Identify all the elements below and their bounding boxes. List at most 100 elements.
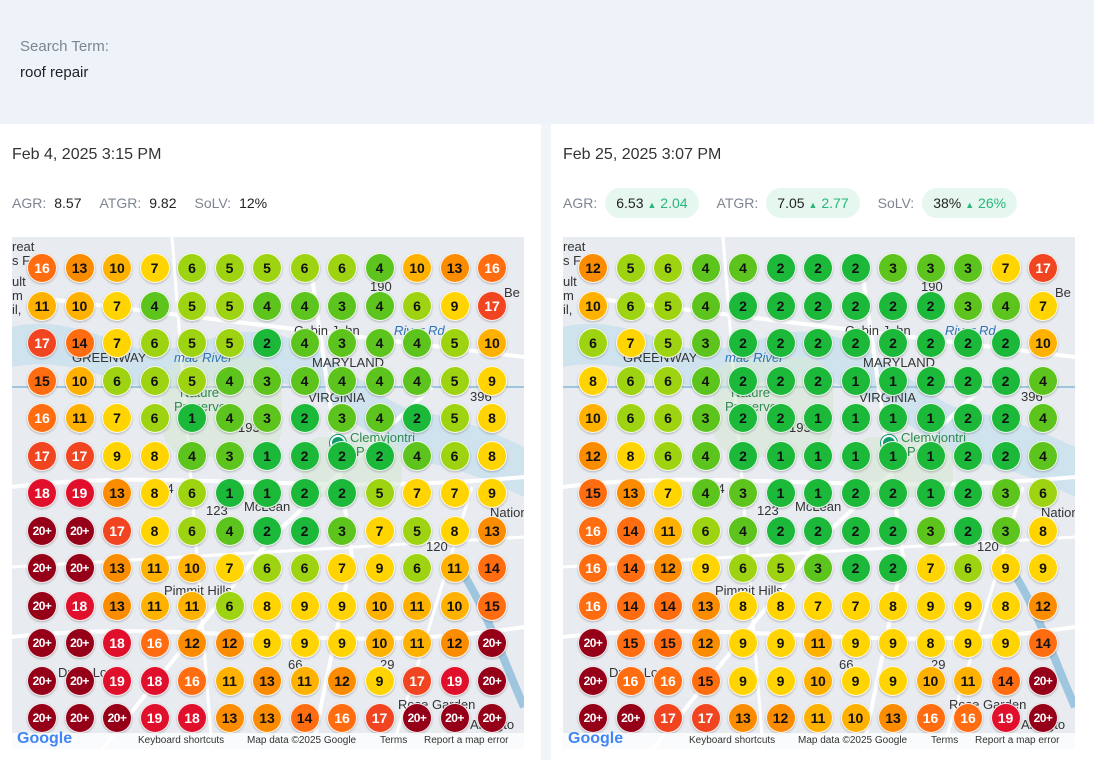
rank-marker[interactable]: 2	[765, 328, 796, 358]
rank-marker[interactable]: 7	[1028, 290, 1058, 321]
rank-marker[interactable]: 16	[578, 590, 608, 621]
rank-marker[interactable]: 8	[990, 590, 1021, 621]
rank-marker[interactable]: 1	[803, 403, 833, 433]
rank-marker[interactable]: 4	[139, 290, 170, 321]
rank-marker[interactable]: 17	[402, 665, 432, 696]
rank-marker[interactable]: 8	[915, 628, 946, 658]
rank-marker[interactable]: 7	[439, 478, 470, 508]
rank-marker[interactable]: 19	[139, 703, 170, 733]
rank-marker[interactable]: 5	[214, 290, 245, 321]
rank-marker[interactable]: 16	[27, 253, 57, 283]
rank-marker[interactable]: 4	[289, 328, 320, 358]
rank-marker[interactable]: 15	[690, 665, 721, 696]
rank-marker[interactable]: 7	[653, 478, 683, 508]
rank-marker[interactable]: 14	[653, 590, 683, 621]
rank-marker[interactable]: 20+	[64, 703, 95, 733]
rank-marker[interactable]: 9	[840, 665, 871, 696]
rank-marker[interactable]: 10	[1028, 328, 1058, 358]
rank-marker[interactable]: 8	[1028, 515, 1058, 546]
rank-marker[interactable]: 10	[915, 665, 946, 696]
rank-marker[interactable]: 11	[803, 703, 833, 733]
rank-marker[interactable]: 4	[364, 365, 395, 396]
rank-marker[interactable]: 14	[990, 665, 1021, 696]
rank-marker[interactable]: 7	[803, 590, 833, 621]
rank-marker[interactable]: 1	[878, 440, 908, 471]
rank-marker[interactable]: 2	[289, 403, 320, 433]
rank-marker[interactable]: 9	[878, 665, 908, 696]
rank-marker[interactable]: 20+	[27, 590, 57, 621]
rank-marker[interactable]: 2	[803, 253, 833, 283]
rank-marker[interactable]: 4	[289, 290, 320, 321]
rank-marker[interactable]: 6	[653, 403, 683, 433]
rank-marker[interactable]: 15	[477, 590, 507, 621]
rank-marker[interactable]: 11	[953, 665, 983, 696]
rank-marker[interactable]: 2	[728, 365, 758, 396]
rank-marker[interactable]: 4	[1028, 403, 1058, 433]
rank-marker[interactable]: 6	[252, 553, 282, 583]
rank-marker[interactable]: 1	[840, 440, 871, 471]
keyboard-shortcuts-link[interactable]: Keyboard shortcuts	[138, 735, 225, 746]
rank-marker[interactable]: 9	[953, 590, 983, 621]
rank-marker[interactable]: 11	[139, 590, 170, 621]
rank-marker[interactable]: 20+	[64, 665, 95, 696]
rank-marker[interactable]: 5	[214, 328, 245, 358]
rank-marker[interactable]: 10	[364, 628, 395, 658]
terms-link[interactable]: Terms	[380, 735, 408, 746]
rank-marker[interactable]: 2	[289, 515, 320, 546]
rank-marker[interactable]: 14	[615, 553, 646, 583]
rank-marker[interactable]: 2	[953, 328, 983, 358]
rank-marker[interactable]: 20+	[402, 703, 432, 733]
rank-marker[interactable]: 14	[289, 703, 320, 733]
rank-marker[interactable]: 1	[840, 365, 871, 396]
rank-marker[interactable]: 20+	[578, 628, 608, 658]
rank-marker[interactable]: 2	[878, 515, 908, 546]
rank-marker[interactable]: 4	[728, 253, 758, 283]
rank-marker[interactable]: 12	[177, 628, 207, 658]
rank-marker[interactable]: 2	[765, 290, 796, 321]
rank-marker[interactable]: 7	[102, 328, 132, 358]
rank-marker[interactable]: 19	[990, 703, 1021, 733]
rank-marker[interactable]: 2	[840, 478, 871, 508]
rank-marker[interactable]: 2	[953, 478, 983, 508]
rank-marker[interactable]: 1	[214, 478, 245, 508]
rank-marker[interactable]: 13	[64, 253, 95, 283]
rank-marker[interactable]: 2	[252, 515, 282, 546]
rank-marker[interactable]: 9	[477, 365, 507, 396]
rank-marker[interactable]: 13	[439, 253, 470, 283]
rank-marker[interactable]: 6	[289, 253, 320, 283]
rank-marker[interactable]: 2	[728, 440, 758, 471]
rank-marker[interactable]: 14	[1028, 628, 1058, 658]
rank-marker[interactable]: 16	[915, 703, 946, 733]
rank-marker[interactable]: 2	[765, 253, 796, 283]
rank-marker[interactable]: 2	[878, 553, 908, 583]
rank-marker[interactable]: 11	[402, 628, 432, 658]
rank-marker[interactable]: 20+	[102, 703, 132, 733]
rank-marker[interactable]: 6	[1028, 478, 1058, 508]
rank-marker[interactable]: 1	[252, 440, 282, 471]
rank-marker[interactable]: 11	[139, 553, 170, 583]
rank-marker[interactable]: 2	[840, 328, 871, 358]
rank-marker[interactable]: 3	[690, 328, 721, 358]
rank-marker[interactable]: 13	[102, 478, 132, 508]
rank-marker[interactable]: 12	[327, 665, 357, 696]
rank-marker[interactable]: 10	[364, 590, 395, 621]
rank-marker[interactable]: 2	[990, 440, 1021, 471]
rank-marker[interactable]: 2	[915, 365, 946, 396]
rank-marker[interactable]: 14	[477, 553, 507, 583]
rank-marker[interactable]: 9	[289, 590, 320, 621]
rank-marker[interactable]: 13	[477, 515, 507, 546]
rank-marker[interactable]: 2	[878, 290, 908, 321]
rank-marker[interactable]: 17	[364, 703, 395, 733]
rank-marker[interactable]: 8	[139, 515, 170, 546]
rank-marker[interactable]: 6	[214, 590, 245, 621]
rank-marker[interactable]: 9	[1028, 553, 1058, 583]
rank-marker[interactable]: 2	[840, 290, 871, 321]
rank-marker[interactable]: 4	[728, 515, 758, 546]
rank-marker[interactable]: 18	[27, 478, 57, 508]
rank-marker[interactable]: 5	[177, 365, 207, 396]
rank-marker[interactable]: 9	[327, 628, 357, 658]
rank-marker[interactable]: 2	[840, 515, 871, 546]
rank-marker[interactable]: 4	[690, 253, 721, 283]
rank-marker[interactable]: 18	[139, 665, 170, 696]
